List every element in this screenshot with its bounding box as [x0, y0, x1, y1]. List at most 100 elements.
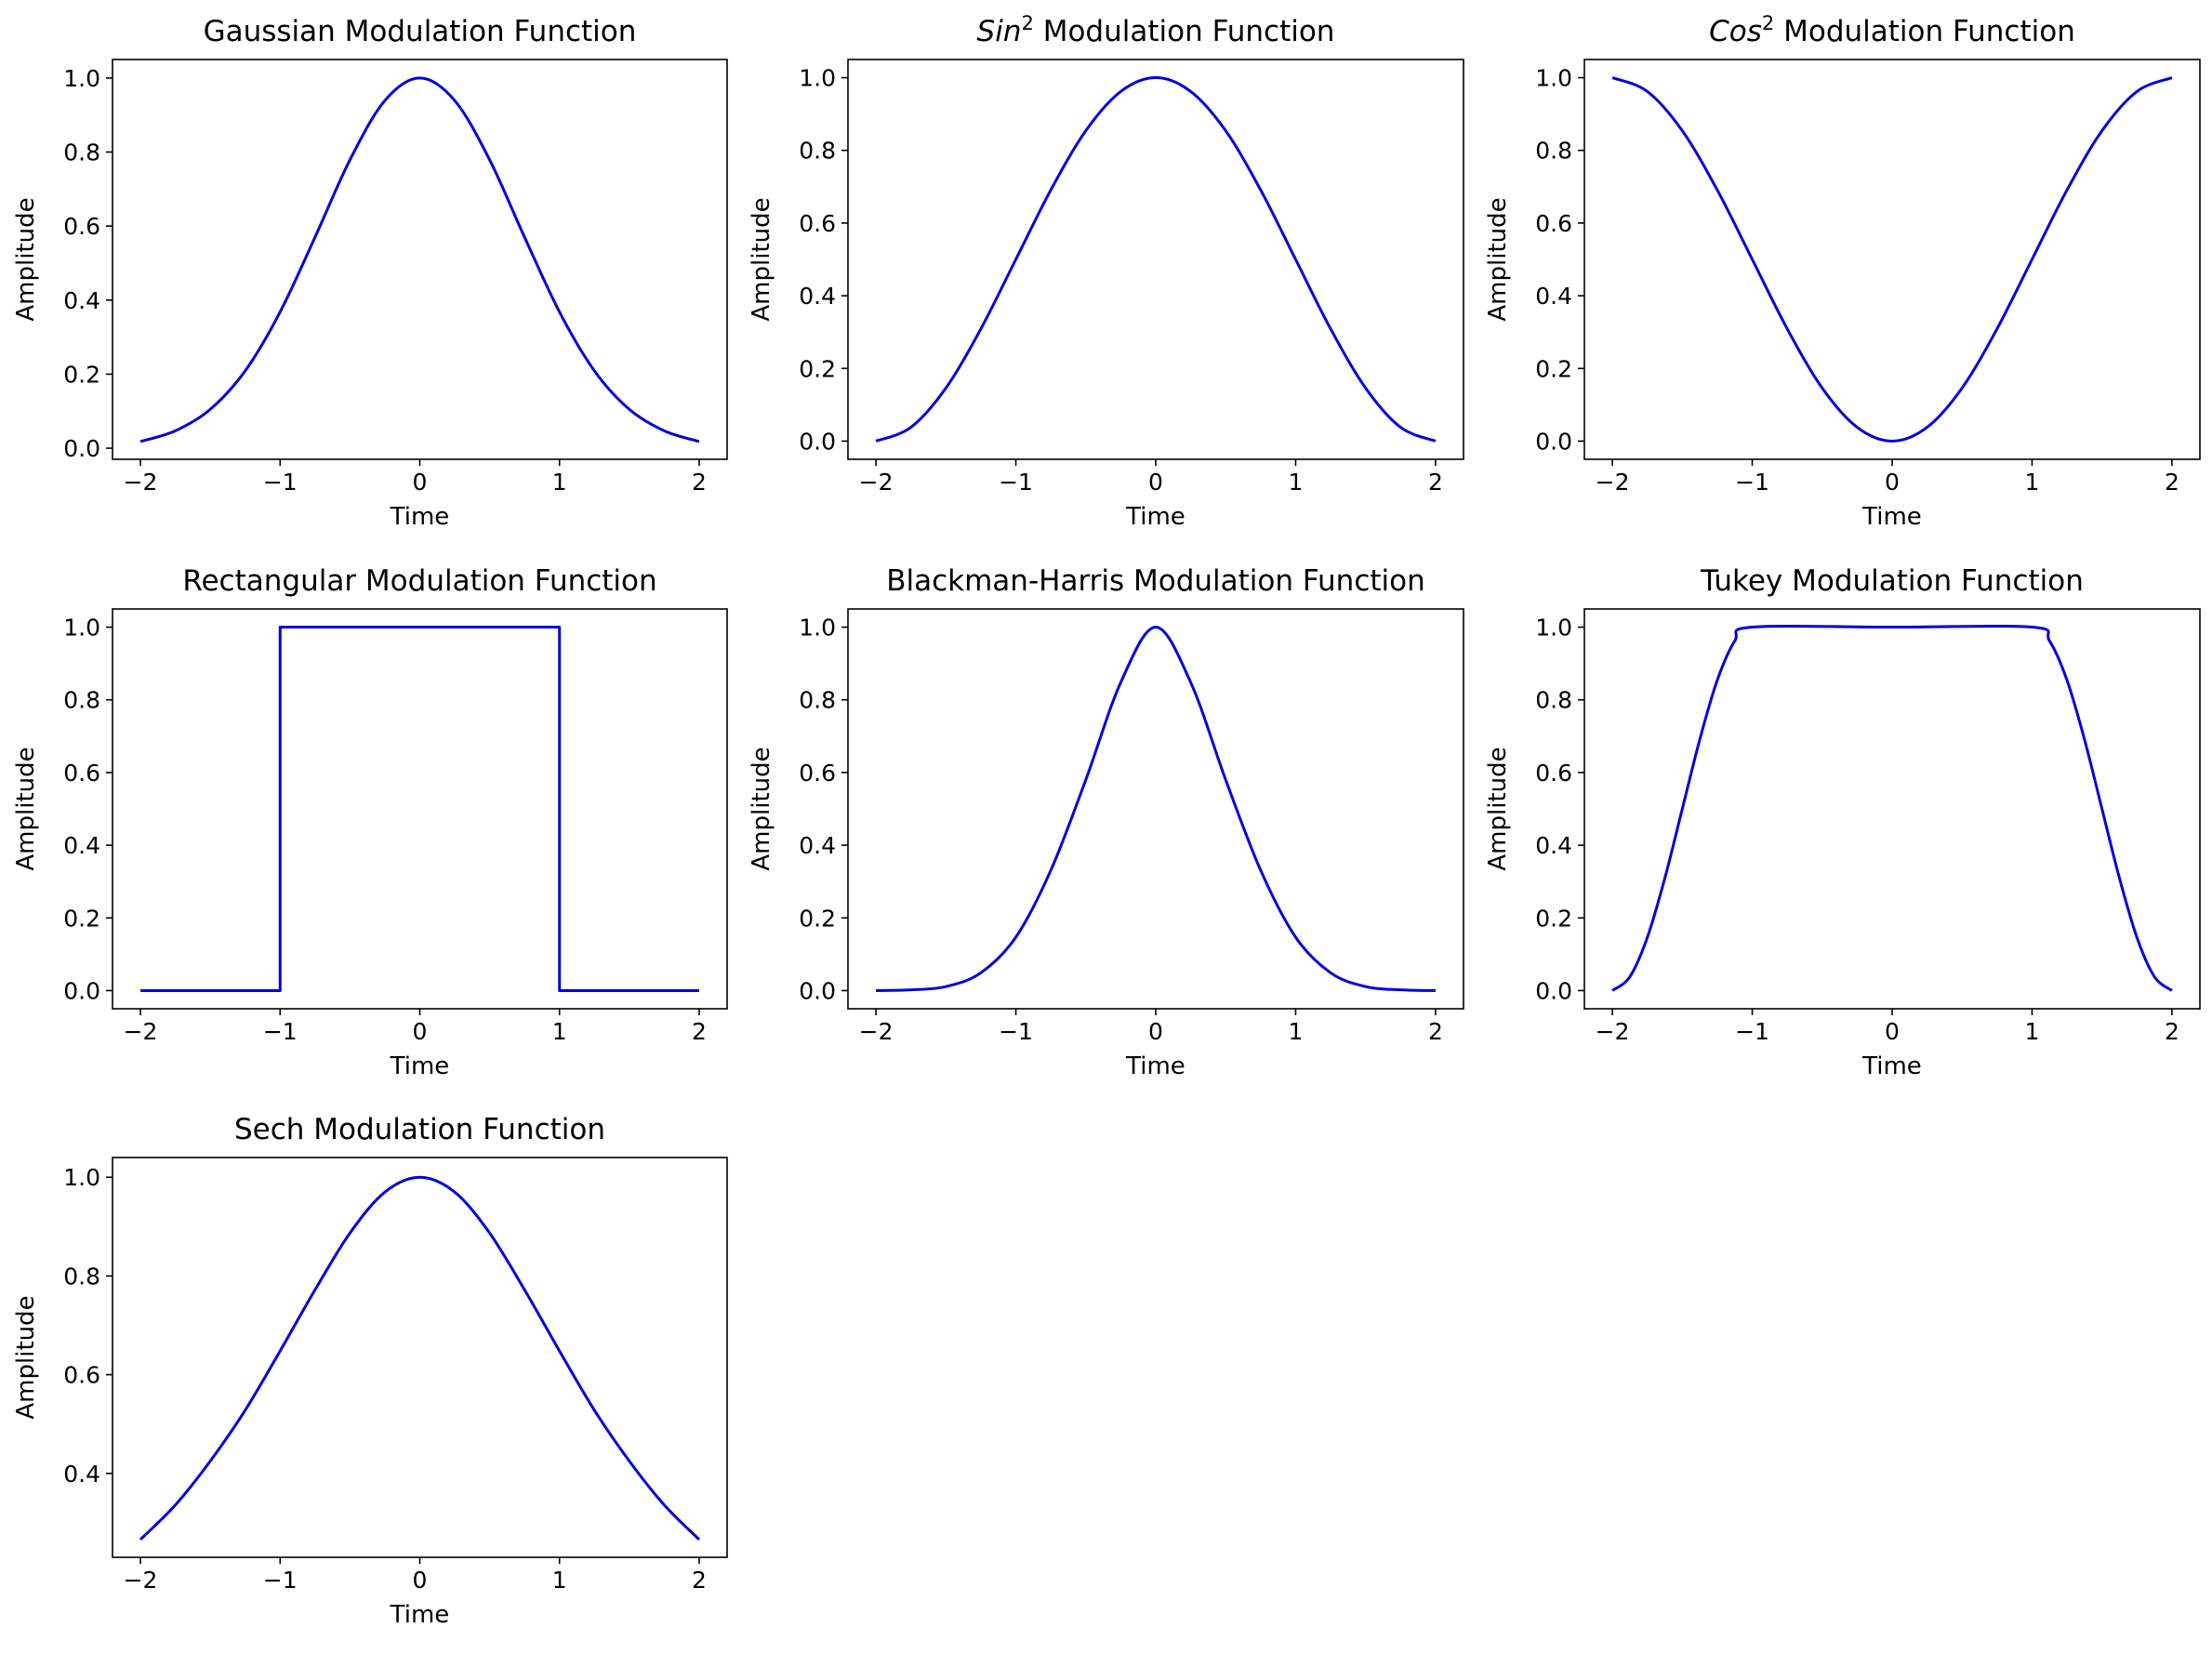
title-text: Gaussian Modulation Function	[204, 15, 637, 48]
y-tick-label: 1.0	[63, 1164, 100, 1191]
x-axis-label: Time	[1861, 1052, 1922, 1080]
x-tick-label: −1	[999, 469, 1033, 496]
chart-title: Sech Modulation Function	[234, 1113, 605, 1146]
x-tick-label: 0	[1885, 1018, 1900, 1045]
y-tick-label: 0.0	[799, 977, 836, 1004]
x-tick-label: 0	[1148, 1018, 1163, 1045]
x-tick-label: 0	[413, 1567, 428, 1594]
y-tick-label: 0.6	[799, 760, 836, 787]
x-tick-label: 2	[692, 469, 707, 496]
x-tick-label: 1	[552, 1567, 567, 1594]
y-axis-label: Amplitude	[748, 747, 775, 870]
y-tick-label: 0.8	[63, 1263, 100, 1290]
y-axis-label: Amplitude	[748, 197, 775, 321]
x-tick-label: −2	[859, 1018, 894, 1045]
chart-title: Tukey Modulation Function	[1700, 564, 2084, 598]
y-tick-label: 0.2	[1535, 905, 1572, 932]
y-tick-label: 0.4	[1535, 283, 1572, 310]
plot-area-frame	[847, 608, 1464, 1010]
y-tick-label: 0.4	[63, 287, 100, 314]
x-axis-label: Time	[390, 1052, 450, 1080]
x-tick-label: 2	[1428, 469, 1443, 496]
y-tick-label: 0.6	[63, 213, 100, 240]
y-tick-label: 0.0	[1535, 428, 1572, 455]
x-tick-label: 2	[692, 1567, 707, 1594]
chart-title: Gaussian Modulation Function	[204, 15, 637, 48]
x-tick-label: 1	[1289, 1018, 1304, 1045]
y-tick-label: 0.6	[63, 1362, 100, 1389]
title-text: Rectangular Modulation Function	[182, 564, 656, 598]
x-axis-label: Time	[1125, 503, 1185, 531]
x-tick-label: −1	[263, 1567, 298, 1594]
chart-panel-1: −2 −1 0 1 2 0.0 0.2 0.4 0.6 0.8 1.0 Time Amplitude Ga…	[12, 15, 728, 531]
y-axis-label: Amplitude	[12, 1295, 40, 1419]
y-tick-label: 0.2	[799, 355, 836, 382]
x-tick-label: 1	[1289, 469, 1304, 496]
y-tick-label: 0.6	[63, 760, 100, 787]
y-tick-label: 1.0	[63, 615, 100, 642]
y-tick-label: 0.6	[799, 210, 836, 237]
y-tick-label: 0.8	[63, 687, 100, 714]
x-tick-label: 1	[552, 1018, 567, 1045]
y-tick-label: 0.8	[63, 139, 100, 166]
series-line	[139, 76, 700, 443]
y-tick-label: 1.0	[799, 615, 836, 642]
y-tick-label: 0.4	[799, 283, 836, 310]
y-tick-label: 0.0	[63, 977, 100, 1004]
y-tick-label: 0.8	[799, 138, 836, 165]
y-tick-label: 0.2	[1535, 355, 1572, 382]
x-axis-label: Time	[390, 1601, 450, 1629]
y-tick-label: 0.6	[1535, 210, 1572, 237]
y-tick-label: 0.8	[1535, 138, 1572, 165]
y-axis-label: Amplitude	[12, 197, 40, 321]
title-superscript: 2	[1762, 12, 1774, 34]
x-tick-label: −2	[124, 1018, 158, 1045]
y-tick-label: 1.0	[63, 65, 100, 92]
y-tick-label: 0.8	[799, 687, 836, 714]
title-text: Modulation Function	[1034, 15, 1335, 48]
x-tick-label: 0	[1148, 469, 1163, 496]
x-axis-label: Time	[1125, 1052, 1185, 1080]
x-tick-label: −2	[859, 469, 894, 496]
plot-area-frame	[1583, 59, 2201, 460]
x-tick-label: −1	[1735, 469, 1769, 496]
x-tick-label: 2	[692, 1018, 707, 1045]
chart-panel-5: −2 −1 0 1 2 0.0 0.2 0.4 0.6 0.8 1.0 Time Amplitude Bl…	[748, 564, 1464, 1080]
x-tick-label: −2	[124, 1567, 158, 1594]
title-text: Sin	[977, 15, 1022, 48]
title-text: Modulation Function	[1774, 15, 2075, 48]
y-tick-label: 0.0	[63, 435, 100, 462]
y-axis-label: Amplitude	[1484, 197, 1512, 321]
y-tick-label: 1.0	[1535, 615, 1572, 642]
y-tick-label: 0.4	[799, 832, 836, 859]
x-axis-label: Time	[1861, 503, 1922, 531]
x-tick-label: 0	[1885, 469, 1900, 496]
series-line	[139, 1175, 701, 1541]
x-tick-label: 1	[2025, 469, 2040, 496]
y-tick-label: 0.8	[1535, 687, 1572, 714]
chart-title: Cos2 Modulation Function	[1709, 12, 2075, 48]
x-tick-label: −1	[1735, 1018, 1769, 1045]
y-tick-label: 1.0	[1535, 65, 1572, 92]
series-line	[1611, 76, 2173, 443]
title-text: Cos	[1709, 15, 1762, 48]
plot-area-frame	[112, 59, 728, 460]
x-axis-label: Time	[390, 503, 450, 531]
x-tick-label: −1	[263, 469, 298, 496]
x-tick-label: −2	[124, 469, 158, 496]
y-tick-label: 0.4	[1535, 832, 1572, 859]
x-tick-label: 2	[2165, 469, 2179, 496]
series-line	[876, 626, 1436, 992]
y-tick-label: 0.4	[63, 832, 100, 859]
x-tick-label: −1	[263, 1018, 298, 1045]
chart-panel-3: −2 −1 0 1 2 0.0 0.2 0.4 0.6 0.8 1.0 Time Amplitude Co…	[1484, 12, 2201, 531]
plot-area-frame	[1583, 608, 2201, 1010]
chart-panel-2: −2 −1 0 1 2 0.0 0.2 0.4 0.6 0.8 1.0 Time Amplitude Si…	[748, 12, 1464, 531]
x-tick-label: 2	[2165, 1018, 2179, 1045]
y-axis-label: Amplitude	[1484, 747, 1512, 870]
chart-title: Rectangular Modulation Function	[182, 564, 656, 598]
y-tick-label: 0.0	[799, 428, 836, 455]
y-tick-label: 1.0	[799, 65, 836, 92]
title-text: Tukey Modulation Function	[1700, 564, 2084, 598]
